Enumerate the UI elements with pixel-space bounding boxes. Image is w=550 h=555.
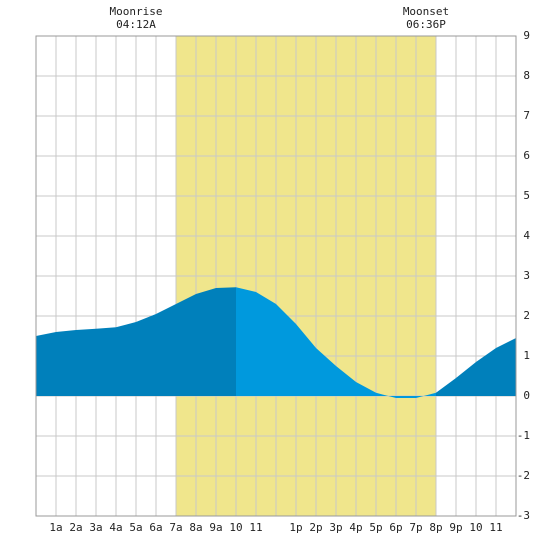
y-tick-label: 9 bbox=[523, 29, 530, 42]
y-tick-label: 2 bbox=[523, 309, 530, 322]
x-tick-label: 4p bbox=[349, 521, 362, 534]
x-tick-label: 7a bbox=[169, 521, 182, 534]
x-tick-label: 8p bbox=[429, 521, 442, 534]
annotation-label: Moonrise bbox=[110, 5, 163, 18]
tide-area bbox=[436, 338, 516, 396]
y-tick-label: 4 bbox=[523, 229, 530, 242]
x-tick-label: 11 bbox=[249, 521, 262, 534]
x-tick-label: 10 bbox=[229, 521, 242, 534]
y-tick-label: 3 bbox=[523, 269, 530, 282]
x-tick-label: 3a bbox=[89, 521, 102, 534]
annotation-time: 04:12A bbox=[116, 18, 156, 31]
x-tick-label: 1p bbox=[289, 521, 302, 534]
y-tick-label: 1 bbox=[523, 349, 530, 362]
x-tick-label: 6p bbox=[389, 521, 402, 534]
y-tick-label: -3 bbox=[517, 509, 530, 522]
y-tick-label: 6 bbox=[523, 149, 530, 162]
x-tick-label: 2a bbox=[69, 521, 82, 534]
y-tick-label: 8 bbox=[523, 69, 530, 82]
plot-border bbox=[35, 35, 517, 517]
x-tick-label: 5p bbox=[369, 521, 382, 534]
x-tick-label: 5a bbox=[129, 521, 142, 534]
tide-area bbox=[36, 287, 236, 396]
x-tick-label: 7p bbox=[409, 521, 422, 534]
x-tick-label: 11 bbox=[489, 521, 502, 534]
y-tick-label: 7 bbox=[523, 109, 530, 122]
tide-area bbox=[236, 287, 436, 398]
y-tick-label: -1 bbox=[517, 429, 530, 442]
x-tick-label: 9a bbox=[209, 521, 222, 534]
x-tick-label: 10 bbox=[469, 521, 482, 534]
x-tick-label: 4a bbox=[109, 521, 122, 534]
y-tick-label: 5 bbox=[523, 189, 530, 202]
y-tick-label: -2 bbox=[517, 469, 530, 482]
x-tick-label: 9p bbox=[449, 521, 462, 534]
x-tick-label: 2p bbox=[309, 521, 322, 534]
annotation-time: 06:36P bbox=[406, 18, 446, 31]
y-tick-label: 0 bbox=[523, 389, 530, 402]
x-tick-label: 3p bbox=[329, 521, 342, 534]
x-tick-label: 6a bbox=[149, 521, 162, 534]
annotation-label: Moonset bbox=[403, 5, 449, 18]
x-tick-label: 8a bbox=[189, 521, 202, 534]
x-tick-label: 1a bbox=[49, 521, 62, 534]
